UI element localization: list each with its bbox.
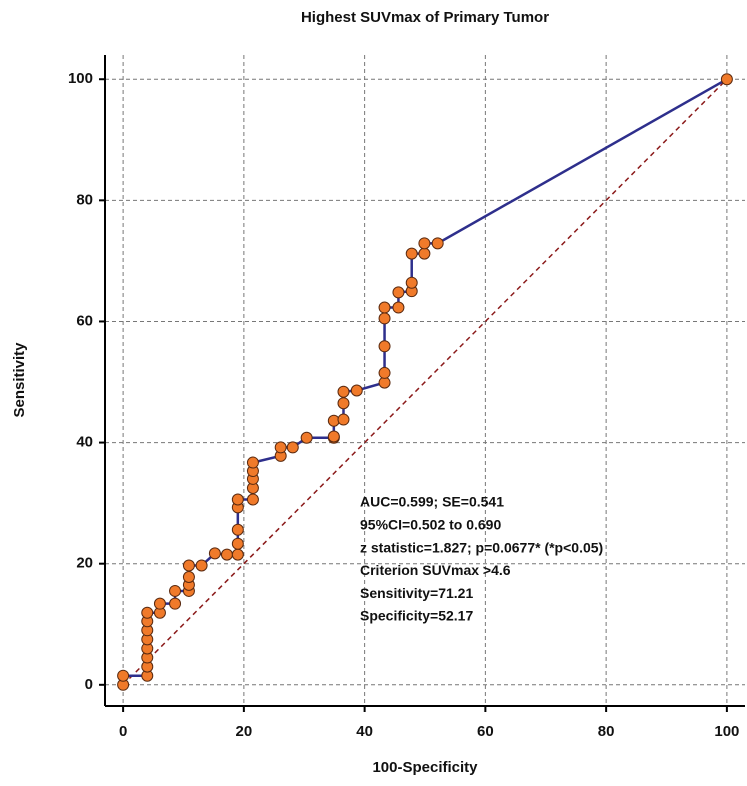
x-tick-label: 0 (119, 723, 127, 740)
x-axis-label: 100-Specificity (372, 759, 478, 776)
y-tick-label: 80 (76, 191, 93, 208)
roc-point (378, 312, 391, 325)
y-tick-label: 0 (85, 676, 93, 693)
y-axis-label: Sensitivity (11, 342, 28, 418)
roc-point (418, 237, 431, 250)
roc-point (405, 276, 418, 289)
roc-point (337, 385, 350, 398)
roc-point (300, 431, 313, 444)
annotation: 95%CI=0.502 to 0.690 (360, 517, 501, 533)
roc-point (378, 340, 391, 353)
roc-point (117, 669, 130, 682)
roc-point (392, 286, 405, 299)
roc-point (720, 73, 733, 86)
roc-point (169, 597, 182, 610)
roc-point (169, 584, 182, 597)
annotation: Sensitivity=71.21 (360, 585, 473, 601)
roc-point (418, 247, 431, 260)
roc-point (182, 571, 195, 584)
chart-title: Highest SUVmax of Primary Tumor (301, 9, 549, 26)
x-tick-label: 60 (477, 723, 494, 740)
roc-point (286, 441, 299, 454)
roc-point (182, 559, 195, 572)
y-tick-label: 60 (76, 312, 93, 329)
roc-point (327, 430, 340, 443)
x-tick-label: 100 (714, 723, 739, 740)
x-tick-label: 40 (356, 723, 373, 740)
roc-point (405, 247, 418, 260)
annotation: AUC=0.599; SE=0.541 (360, 494, 504, 510)
roc-point (337, 413, 350, 426)
roc-point (274, 441, 287, 454)
x-tick-label: 80 (598, 723, 615, 740)
roc-point (431, 237, 444, 250)
roc-point (350, 384, 363, 397)
roc-point (231, 537, 244, 550)
reference-line (122, 78, 728, 686)
roc-point (246, 493, 259, 506)
y-tick-label: 20 (76, 555, 93, 572)
roc-point (231, 548, 244, 561)
roc-point (220, 548, 233, 561)
roc-point (392, 301, 405, 314)
roc-point (195, 559, 208, 572)
annotation: Criterion SUVmax >4.6 (360, 562, 511, 578)
roc-point (337, 397, 350, 410)
x-tick-label: 20 (236, 723, 253, 740)
annotation: Specificity=52.17 (360, 608, 473, 624)
roc-point (246, 456, 259, 469)
roc-point (231, 523, 244, 536)
roc-point (378, 366, 391, 379)
roc-point (153, 597, 166, 610)
roc-point (141, 606, 154, 619)
y-tick-label: 40 (76, 434, 93, 451)
roc-point (378, 301, 391, 314)
y-tick-label: 100 (68, 70, 93, 87)
roc-point (231, 493, 244, 506)
roc-point (208, 547, 221, 560)
annotation: z statistic=1.827; p=0.0677* (*p<0.05) (360, 539, 603, 555)
